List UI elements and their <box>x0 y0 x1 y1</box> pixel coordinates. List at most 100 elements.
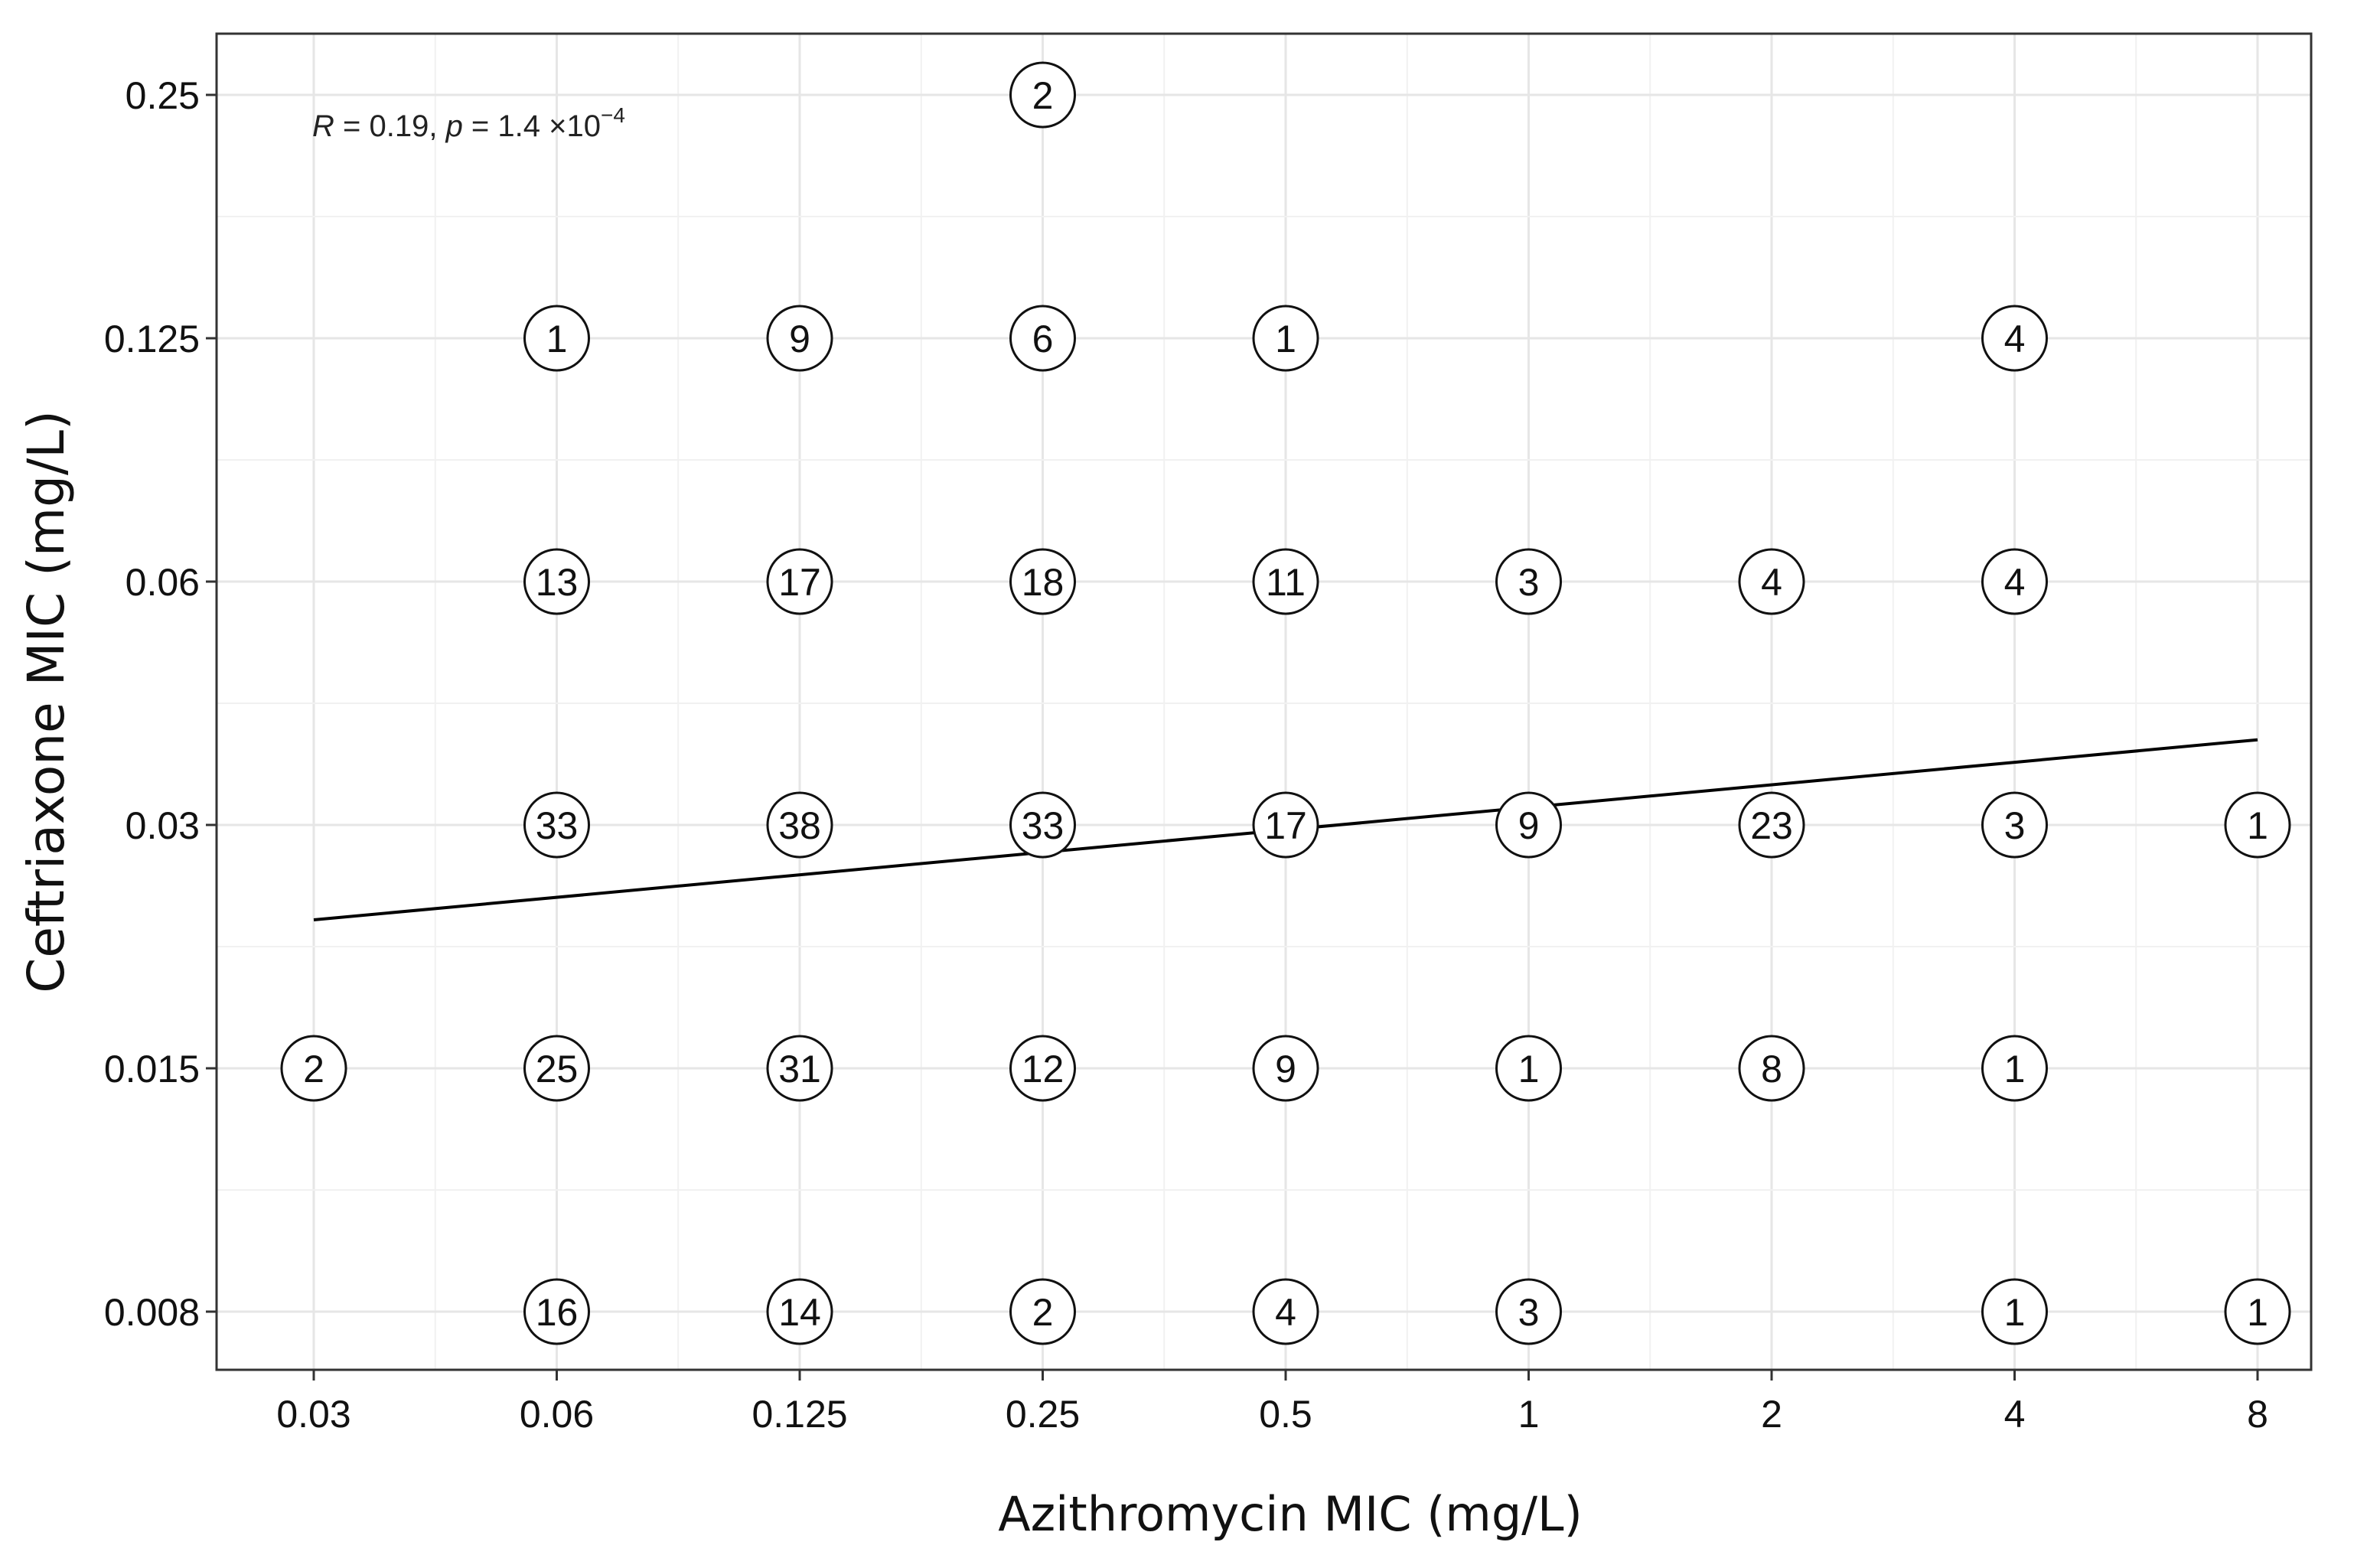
point-circle <box>766 791 833 859</box>
point-circle <box>1009 1278 1076 1345</box>
data-point: 38 <box>766 791 833 859</box>
point-circle <box>766 305 833 372</box>
data-point: 9 <box>1495 791 1562 859</box>
data-point: 14 <box>766 1278 833 1345</box>
data-point: 11 <box>1252 548 1319 615</box>
data-point: 3 <box>1981 791 2048 859</box>
point-circle <box>766 1035 833 1102</box>
plot-panel <box>215 32 2313 1371</box>
x-tick-label: 2 <box>1761 1393 1782 1436</box>
point-circle <box>1738 1035 1805 1102</box>
r-symbol: R <box>312 109 334 143</box>
data-points: 21 9 6 1 413 17 18 11 3 4 433 38 33 17 9 23 3 12 25 31 12 9 1 8… <box>280 61 2291 1345</box>
r-text: = 0.19, <box>334 109 446 143</box>
x-tick-labels: 0.03 0.06 0.125 0.25 0.5 1 2 4 8 <box>276 1393 2268 1436</box>
data-point: 17 <box>1252 791 1319 859</box>
data-point: 1 <box>1495 1035 1562 1102</box>
point-count-label: 4 <box>2004 561 2026 604</box>
data-point: 12 <box>1009 1035 1076 1102</box>
x-tick-label: 0.125 <box>752 1393 847 1436</box>
point-circle <box>766 1278 833 1345</box>
data-point: 2 <box>1009 61 1076 129</box>
y-tick-label: 0.06 <box>126 561 200 604</box>
point-circle <box>1495 1278 1562 1345</box>
point-circle <box>1252 791 1319 859</box>
point-count-label: 1 <box>1275 318 1296 360</box>
point-circle <box>523 791 590 859</box>
point-count-label: 14 <box>778 1291 821 1334</box>
data-point: 1 <box>1252 305 1319 372</box>
point-circle <box>1009 1035 1076 1102</box>
point-count-label: 16 <box>536 1291 579 1334</box>
point-count-label: 9 <box>1518 804 1540 847</box>
data-point: 33 <box>1009 791 1076 859</box>
point-count-label: 12 <box>1022 1048 1064 1090</box>
point-count-label: 17 <box>778 561 821 604</box>
point-count-label: 3 <box>2004 804 2026 847</box>
data-point: 17 <box>766 548 833 615</box>
point-count-label: 4 <box>1761 561 1782 604</box>
point-circle <box>1495 548 1562 615</box>
point-count-label: 3 <box>1518 561 1540 604</box>
point-circle <box>523 1035 590 1102</box>
x-tick-label: 0.25 <box>1006 1393 1080 1436</box>
point-circle <box>1981 305 2048 372</box>
data-point: 23 <box>1738 791 1805 859</box>
correlation-annotation: R = 0.19, p = 1.4 ×10−4 <box>312 103 625 143</box>
data-point: 2 <box>280 1035 347 1102</box>
point-circle <box>1981 1035 2048 1102</box>
point-circle <box>1009 305 1076 372</box>
p-text: = 1.4 ×10 <box>463 109 601 143</box>
point-count-label: 25 <box>536 1048 579 1090</box>
data-point: 33 <box>523 791 590 859</box>
point-count-label: 18 <box>1022 561 1064 604</box>
data-point: 1 <box>2224 1278 2291 1345</box>
point-circle <box>280 1035 347 1102</box>
point-count-label: 31 <box>778 1048 821 1090</box>
point-count-label: 38 <box>778 804 821 847</box>
point-count-label: 4 <box>1275 1291 1296 1334</box>
point-circle <box>1738 548 1805 615</box>
p-symbol: p <box>445 109 463 143</box>
point-circle <box>1009 791 1076 859</box>
point-circle <box>2224 791 2291 859</box>
y-tick-label: 0.125 <box>104 318 200 360</box>
point-count-label: 4 <box>2004 318 2026 360</box>
point-count-label: 9 <box>789 318 810 360</box>
y-tick-label: 0.03 <box>126 804 200 847</box>
data-point: 4 <box>1981 548 2048 615</box>
y-axis-title: Ceftriaxone MIC (mg/L) <box>17 410 76 993</box>
point-count-label: 1 <box>2004 1291 2026 1334</box>
grid-lines <box>217 34 2311 1370</box>
x-axis-title: Azithromycin MIC (mg/L) <box>998 1486 1583 1542</box>
point-count-label: 23 <box>1750 804 1793 847</box>
data-point: 31 <box>766 1035 833 1102</box>
axis-ticks <box>206 93 2259 1381</box>
point-circle <box>1009 548 1076 615</box>
data-point: 6 <box>1009 305 1076 372</box>
point-circle <box>766 548 833 615</box>
data-point: 9 <box>766 305 833 372</box>
point-count-label: 1 <box>2247 804 2268 847</box>
p-exponent: −4 <box>601 103 625 127</box>
point-count-label: 2 <box>1032 1291 1054 1334</box>
point-count-label: 1 <box>2247 1291 2268 1334</box>
y-tick-label: 0.25 <box>126 74 200 117</box>
point-circle <box>1981 548 2048 615</box>
point-count-label: 1 <box>546 318 568 360</box>
data-point: 13 <box>523 548 590 615</box>
point-count-label: 33 <box>1022 804 1064 847</box>
point-circle <box>1981 1278 2048 1345</box>
point-circle <box>523 305 590 372</box>
y-tick-label: 0.015 <box>104 1048 200 1090</box>
data-point: 4 <box>1981 305 2048 372</box>
point-circle <box>1009 61 1076 129</box>
data-point: 25 <box>523 1035 590 1102</box>
data-point: 2 <box>1009 1278 1076 1345</box>
data-point: 4 <box>1252 1278 1319 1345</box>
point-circle <box>1495 791 1562 859</box>
x-tick-label: 0.5 <box>1259 1393 1312 1436</box>
data-point: 3 <box>1495 548 1562 615</box>
x-tick-label: 4 <box>2004 1393 2026 1436</box>
point-count-label: 1 <box>2004 1048 2026 1090</box>
